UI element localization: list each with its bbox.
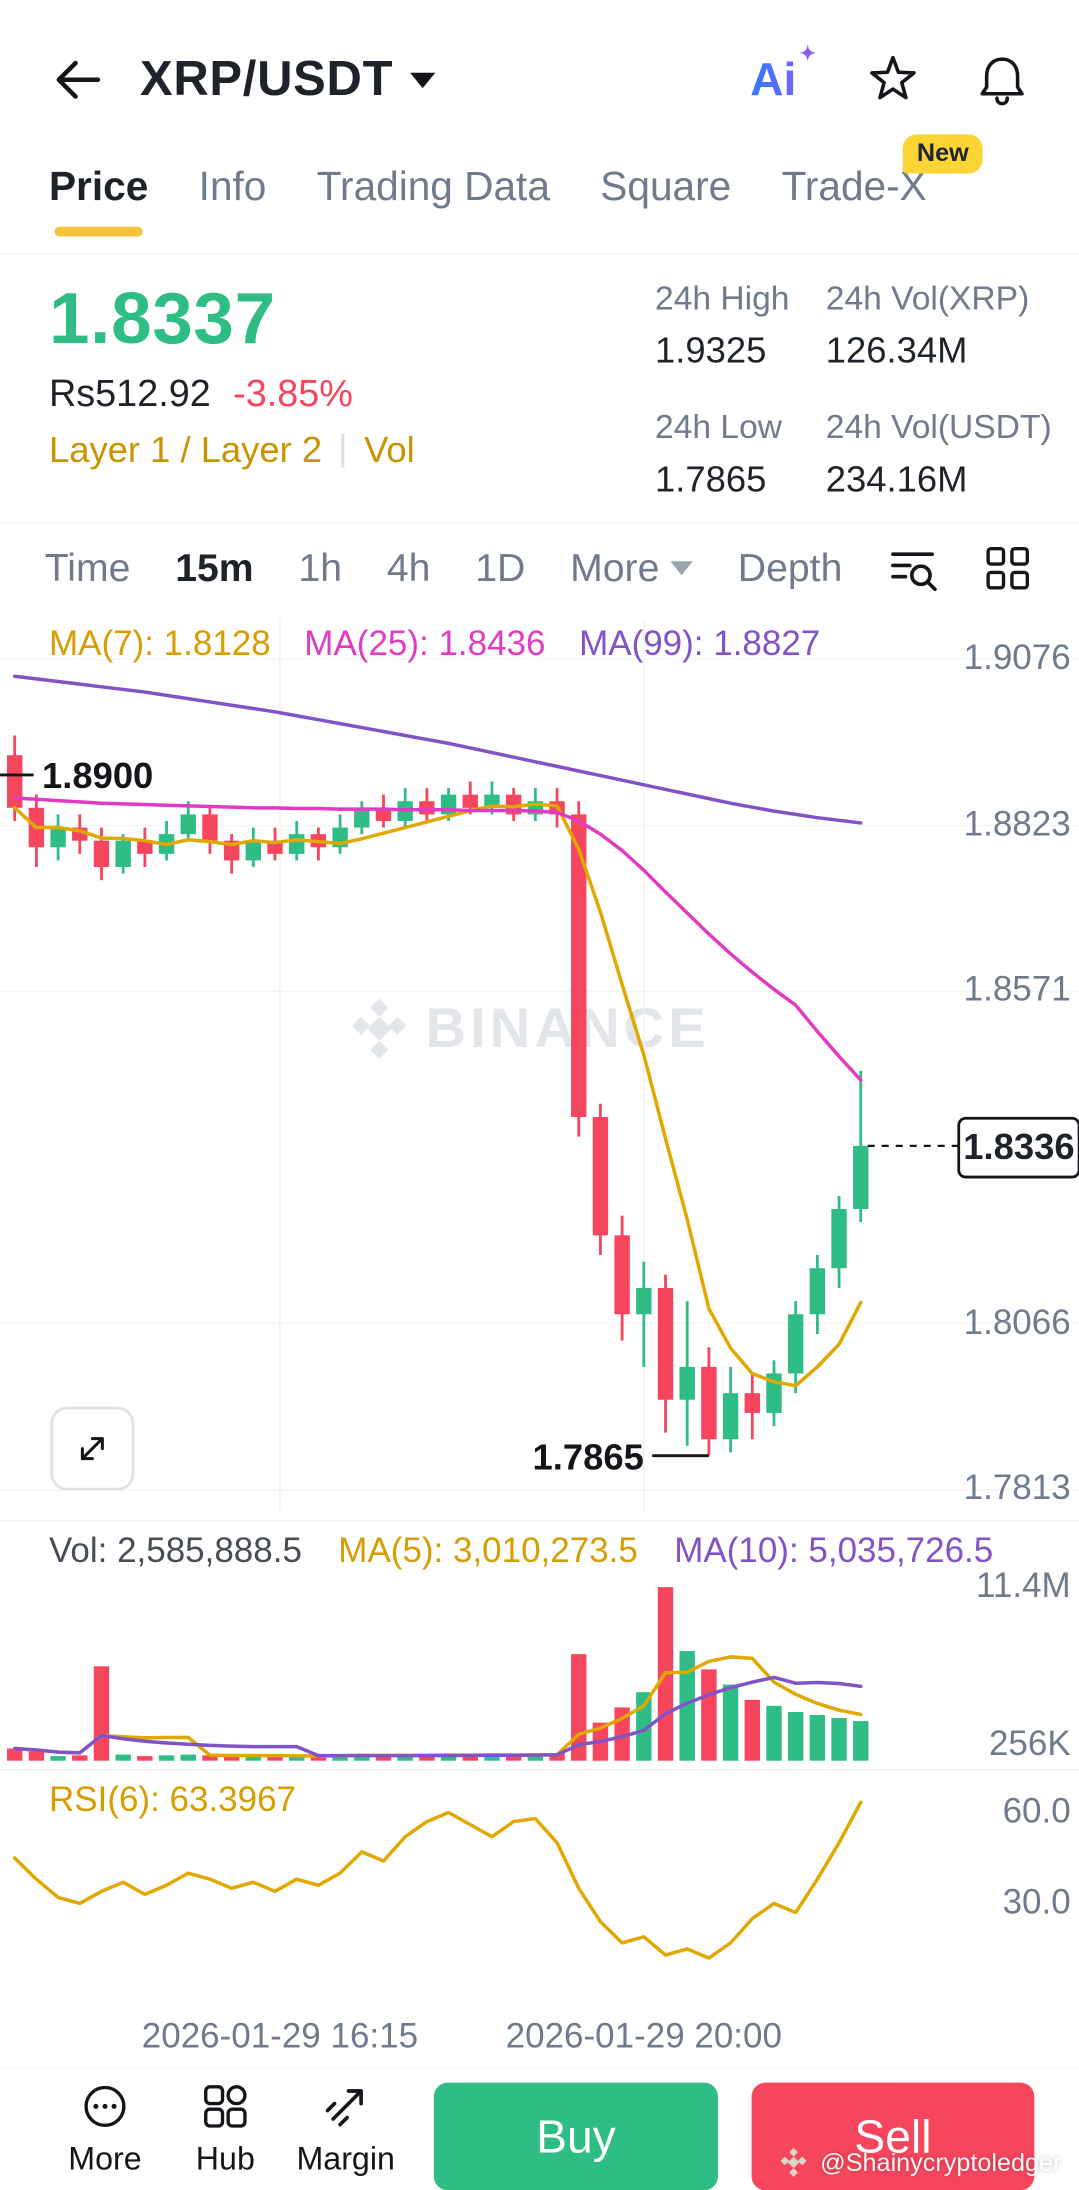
interval-more[interactable]: More <box>570 546 693 591</box>
ai-assistant-icon[interactable]: Ai ✦ <box>750 41 816 105</box>
interval-bar: Time 15m 1h 4h 1D More Depth <box>0 543 1079 593</box>
interval-15m[interactable]: 15m <box>175 545 254 590</box>
sell-button[interactable]: Sell <box>751 2082 1035 2190</box>
interval-time[interactable]: Time <box>44 545 131 590</box>
volume-axis-label: 11.4M <box>976 1566 1071 1606</box>
last-price-tag[interactable]: 1.8336 <box>957 1116 1079 1179</box>
interval-1d[interactable]: 1D <box>475 545 526 590</box>
hub-squares-icon <box>204 2085 247 2128</box>
price-axis-label: 1.8571 <box>963 970 1071 1010</box>
header: XRP/USDT Ai ✦ <box>0 34 1079 126</box>
tab-square[interactable]: Square <box>600 165 732 210</box>
rsi-axis-label: 60.0 <box>1002 1791 1071 1831</box>
indicators-icon[interactable] <box>887 543 937 593</box>
volume-chart[interactable] <box>0 1523 1079 1767</box>
ma99-legend: MA(99): 1.8827 <box>579 624 821 664</box>
nav-margin-button[interactable]: Margin <box>295 2081 396 2178</box>
chevron-down-icon <box>670 561 693 576</box>
ellipsis-circle-icon <box>84 2085 126 2127</box>
expand-arrows-icon <box>80 1437 104 1461</box>
divider <box>0 522 1079 524</box>
candlestick-chart[interactable] <box>0 609 1079 1519</box>
ma25-legend: MA(25): 1.8436 <box>304 624 546 664</box>
change-percent: -3.85% <box>233 372 353 415</box>
stats-grid: 24h High 1.9325 24h Vol(XRP) 126.34M 24h L… <box>655 280 1052 501</box>
vol-ma10: MA(10): 5,035,726.5 <box>674 1531 994 1571</box>
interval-4h[interactable]: 4h <box>386 545 431 590</box>
tag-separator <box>341 433 345 467</box>
price-axis-label: 1.9076 <box>963 638 1071 678</box>
vol-value: Vol: 2,585,888.5 <box>48 1531 302 1571</box>
volume-axis-label: 256K <box>988 1724 1071 1764</box>
favorite-star-icon[interactable] <box>866 52 919 108</box>
low-price-marker: 1.7865 <box>532 1436 644 1479</box>
rsi-chart[interactable] <box>0 1772 1079 2016</box>
category-tag-link[interactable]: Layer 1 / Layer 2 <box>48 428 323 471</box>
buy-button[interactable]: Buy <box>433 2082 718 2190</box>
stat-24h-high: 24h High 1.9325 <box>655 279 790 371</box>
sparkle-icon: ✦ <box>799 41 816 65</box>
binance-diamond-icon <box>352 998 407 1059</box>
rsi-legend: RSI(6): 63.3967 <box>48 1780 297 1820</box>
divider <box>0 1769 1079 1771</box>
interval-1h[interactable]: 1h <box>298 545 343 590</box>
vol-ma5: MA(5): 3,010,273.5 <box>338 1531 638 1571</box>
fullscreen-expand-button[interactable] <box>50 1406 135 1491</box>
x-axis-label: 2026-01-29 16:15 <box>141 2016 419 2057</box>
interval-depth[interactable]: Depth <box>737 545 843 590</box>
divider <box>0 253 1079 255</box>
vol-tag-link[interactable]: Vol <box>364 428 415 471</box>
tab-bar: Price Info Trading Data Square Trade-X Ne… <box>0 134 1079 237</box>
fiat-price: Rs512.92 <box>48 372 211 415</box>
ma7-legend: MA(7): 1.8128 <box>48 624 271 664</box>
chart-layout-grid-icon[interactable] <box>982 543 1032 593</box>
back-button[interactable] <box>45 52 104 108</box>
volume-legend: Vol: 2,585,888.5 MA(5): 3,010,273.5 MA(1… <box>49 1531 993 1572</box>
back-arrow-icon <box>56 60 101 99</box>
binance-diamond-icon <box>780 2147 807 2177</box>
creator-watermark: @Shainycryptoledger <box>778 2147 1061 2178</box>
tab-trading-data[interactable]: Trading Data <box>316 165 550 210</box>
pair-dropdown-caret-icon[interactable] <box>410 72 436 88</box>
pair-title[interactable]: XRP/USDT <box>139 51 394 107</box>
notifications-bell-icon[interactable] <box>976 52 1029 108</box>
divider <box>0 1519 1079 1522</box>
price-axis-label: 1.7813 <box>963 1468 1071 1509</box>
price-axis-label: 1.8823 <box>963 804 1071 844</box>
margin-arrow-icon <box>325 2089 363 2127</box>
tab-trade-x[interactable]: Trade-X New <box>782 134 983 236</box>
stat-24h-vol-xrp: 24h Vol(XRP) 126.34M <box>825 279 1030 371</box>
stat-24h-low: 24h Low 1.7865 <box>655 408 783 500</box>
tab-info[interactable]: Info <box>198 165 267 210</box>
new-badge: New <box>902 134 983 174</box>
last-price: 1.8337 <box>48 278 276 360</box>
stat-24h-vol-usdt: 24h Vol(USDT) 234.16M <box>825 408 1052 500</box>
rsi-axis-label: 30.0 <box>1002 1882 1071 1922</box>
ma-legend: MA(7): 1.8128 MA(25): 1.8436 MA(99): 1.8… <box>49 624 820 665</box>
x-axis-label: 2026-01-29 20:00 <box>505 2016 782 2057</box>
tab-price[interactable]: Price <box>49 165 148 237</box>
binance-watermark: BINANCE <box>347 997 710 1061</box>
open-price-marker: 1.8900 <box>41 753 154 796</box>
price-axis-label: 1.8066 <box>963 1302 1071 1342</box>
divider <box>0 2067 1079 2069</box>
nav-more-button[interactable]: More <box>55 2081 156 2178</box>
nav-hub-button[interactable]: Hub <box>175 2081 276 2178</box>
